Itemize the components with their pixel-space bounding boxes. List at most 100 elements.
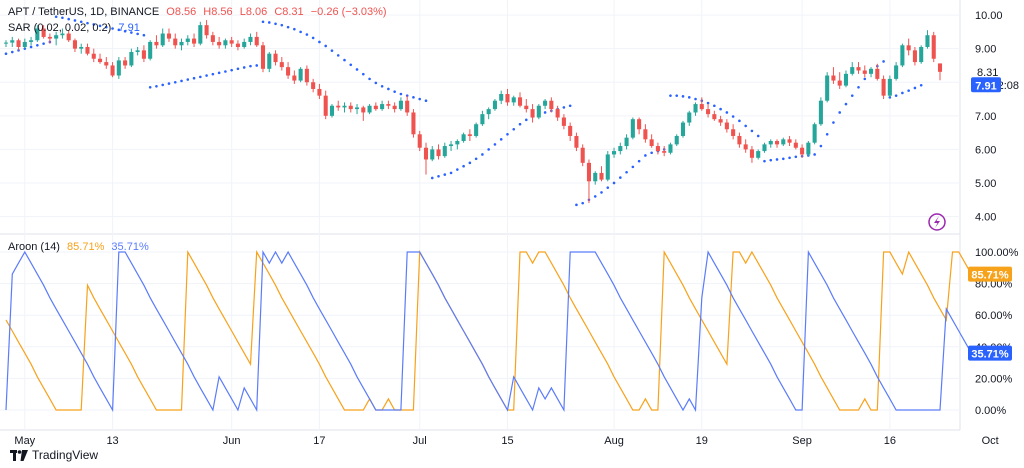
- sar-dot: [67, 17, 70, 21]
- candle-down: [154, 41, 159, 46]
- candle-up: [116, 60, 121, 76]
- aroon-down-line: [5, 249, 972, 413]
- sar-dot: [499, 138, 503, 141]
- time-tick-label: Sep: [792, 435, 812, 447]
- candle-up: [54, 35, 59, 39]
- aroon-header: Aroon (14) 85.71% 35.71%: [8, 241, 153, 253]
- sar-dot: [687, 96, 691, 99]
- sar-dot: [907, 89, 910, 92]
- price-tick-label: 7.00: [975, 111, 996, 123]
- sar-dot: [593, 195, 597, 198]
- sar-dot: [675, 94, 679, 97]
- candle-down: [229, 40, 234, 44]
- candle-down: [706, 109, 711, 115]
- candle-up: [367, 105, 372, 113]
- sar-dot: [418, 97, 422, 101]
- sar-dot: [230, 68, 233, 72]
- sar-dot: [36, 43, 39, 47]
- sar-dot: [543, 111, 547, 114]
- sar-dot: [568, 104, 572, 108]
- sar-dot: [180, 79, 183, 83]
- sar-dot: [756, 134, 760, 138]
- candle-up: [248, 36, 253, 42]
- candle-down: [110, 65, 115, 76]
- candle-down: [386, 104, 391, 106]
- aroon-tick-label: 0.00%: [975, 405, 1006, 417]
- sar-dot: [10, 50, 14, 54]
- sar-dot: [481, 153, 484, 156]
- candle-down: [731, 129, 736, 136]
- sar-badge: [971, 77, 1001, 93]
- aroon-tick-label: 20.00%: [975, 373, 1013, 385]
- symbol-label[interactable]: APT / TetherUS, 1D, BINANCE: [8, 6, 160, 18]
- sar-dot: [713, 104, 716, 108]
- sar-dot: [669, 94, 672, 97]
- axes: 10.009.008.007.006.005.004.00100.00%80.0…: [14, 10, 1019, 447]
- candle-up: [511, 97, 516, 103]
- aroon-down-value: 35.71%: [111, 241, 149, 253]
- candle-down: [348, 105, 353, 110]
- sar-dot: [625, 170, 628, 174]
- sar-dot: [562, 106, 566, 109]
- sar-dot: [98, 24, 102, 28]
- candle-up: [242, 41, 247, 47]
- candle-up: [618, 146, 623, 152]
- sar-dot: [236, 67, 240, 71]
- sar-dot: [493, 143, 497, 146]
- sar-dot: [111, 27, 114, 30]
- candle-down: [286, 67, 291, 76]
- sar-dot: [274, 22, 277, 26]
- low-value: L8.06: [239, 6, 268, 18]
- last-price-label: 8.31: [977, 67, 998, 79]
- sar-dot: [606, 186, 610, 189]
- sar-label[interactable]: SAR (0.02, 0.02, 0.2): [8, 22, 112, 34]
- sar-dot: [192, 76, 196, 80]
- candle-up: [624, 137, 629, 147]
- candle-up: [461, 134, 466, 142]
- sar-dot: [399, 92, 403, 96]
- candle-down: [862, 70, 867, 74]
- candle-down: [517, 97, 523, 106]
- candle-up: [768, 141, 773, 145]
- sar-dot: [631, 165, 635, 169]
- price-tick-label: 6.00: [975, 144, 996, 156]
- sar-dot: [825, 132, 829, 136]
- candle-down: [273, 53, 278, 63]
- sar-dot: [29, 45, 33, 49]
- candle-down: [41, 28, 46, 37]
- sar-dot: [600, 191, 603, 194]
- tradingview-brand[interactable]: TradingView: [10, 448, 98, 462]
- candle-down: [66, 33, 71, 41]
- candle-down: [505, 93, 510, 103]
- candle-up: [818, 100, 823, 125]
- candle-down: [361, 107, 366, 113]
- sar-dot: [769, 158, 773, 162]
- sar-dot: [305, 33, 309, 36]
- candle-up: [380, 104, 385, 110]
- sar-dot: [267, 21, 271, 24]
- price-tick-label: 9.00: [975, 44, 996, 56]
- sar-dot: [42, 42, 45, 45]
- high-value: H8.56: [203, 6, 233, 18]
- sar-dot: [612, 181, 616, 185]
- candle-down: [912, 50, 917, 63]
- candle-up: [179, 41, 184, 46]
- sar-dot: [788, 156, 791, 160]
- lightning-icon[interactable]: [928, 213, 946, 231]
- aroon-up-value: 85.71%: [67, 241, 105, 253]
- candle-down: [718, 119, 723, 123]
- aroon-label[interactable]: Aroon (14): [8, 241, 60, 253]
- candle-up: [806, 142, 811, 155]
- sar-dot: [725, 111, 729, 114]
- candle-down: [568, 125, 573, 136]
- candle-down: [749, 149, 754, 158]
- candle-down: [392, 105, 397, 110]
- sar-dot: [781, 157, 785, 161]
- candle-down: [166, 33, 172, 39]
- candle-up: [3, 42, 9, 44]
- sar-dot: [286, 25, 290, 29]
- sar-dot: [148, 85, 152, 89]
- time-tick-label: May: [14, 435, 35, 447]
- candle-down: [793, 142, 798, 148]
